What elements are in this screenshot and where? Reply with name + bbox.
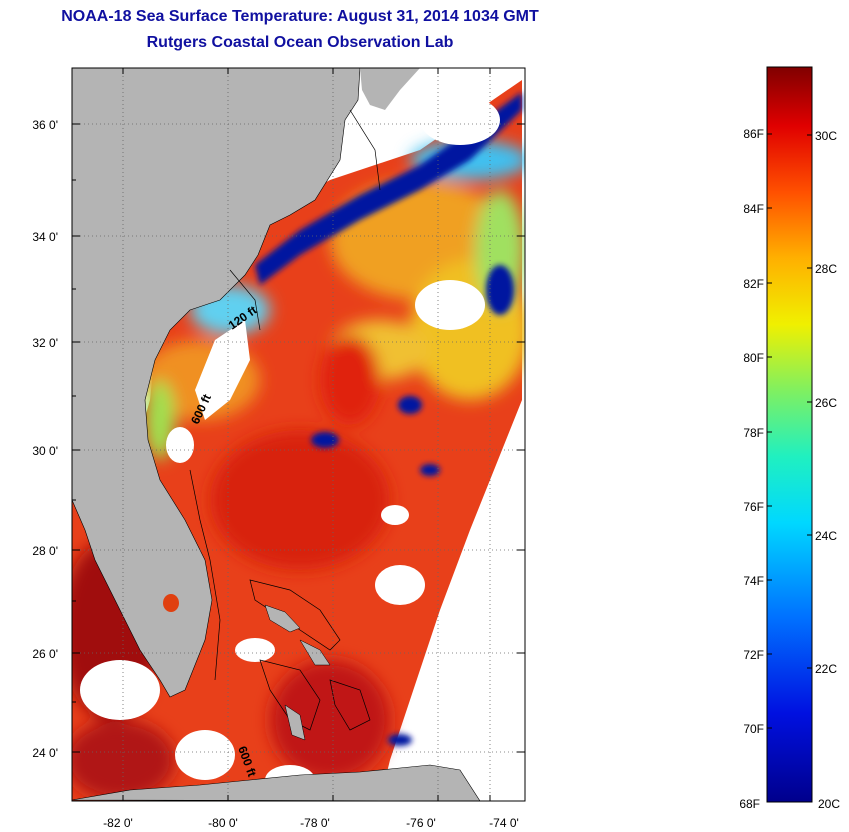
lon-label: -78 0' bbox=[300, 816, 330, 830]
lon-label: -74 0' bbox=[489, 816, 519, 830]
colorbar-f-label: 82F bbox=[743, 277, 764, 291]
lat-label: 24 0' bbox=[32, 746, 58, 760]
colorbar-f-label: 86F bbox=[743, 127, 764, 141]
map-title: NOAA-18 Sea Surface Temperature: August … bbox=[61, 8, 539, 25]
lat-label: 36 0' bbox=[32, 118, 58, 132]
colorbar-c-label: 28C bbox=[815, 262, 837, 276]
colorbar-f-label: 68F bbox=[739, 797, 760, 811]
lat-label: 28 0' bbox=[32, 544, 58, 558]
colorbar-f-label: 80F bbox=[743, 351, 764, 365]
colorbar-c-label: 30C bbox=[815, 129, 837, 143]
colorbar-f-label: 76F bbox=[743, 500, 764, 514]
lat-label: 34 0' bbox=[32, 230, 58, 244]
lon-label: -80 0' bbox=[208, 816, 238, 830]
lat-label: 30 0' bbox=[32, 444, 58, 458]
colorbar-ticks bbox=[767, 133, 812, 729]
colorbar-f-label: 78F bbox=[743, 426, 764, 440]
map-frame bbox=[71, 67, 526, 802]
sst-imagery bbox=[72, 68, 525, 801]
lat-label: 26 0' bbox=[32, 647, 58, 661]
map-subtitle: Rutgers Coastal Ocean Observation Lab bbox=[146, 34, 454, 51]
colorbar-c-label: 24C bbox=[815, 529, 837, 543]
colorbar-c-label: 26C bbox=[815, 396, 837, 410]
colorbar-f-label: 74F bbox=[743, 574, 764, 588]
lon-label: -82 0' bbox=[103, 816, 133, 830]
axis-ticks bbox=[72, 68, 525, 801]
lon-label: -76 0' bbox=[406, 816, 436, 830]
cuba-land bbox=[72, 764, 481, 801]
land-mass bbox=[72, 68, 361, 698]
colorbar-f-label: 72F bbox=[743, 648, 764, 662]
colorbar-f-label: 70F bbox=[743, 722, 764, 736]
colorbar-c-label: 20C bbox=[818, 797, 840, 811]
lat-label: 32 0' bbox=[32, 336, 58, 350]
colorbar-f-label: 84F bbox=[743, 202, 764, 216]
colorbar bbox=[766, 66, 813, 803]
colorbar-c-label: 22C bbox=[815, 662, 837, 676]
